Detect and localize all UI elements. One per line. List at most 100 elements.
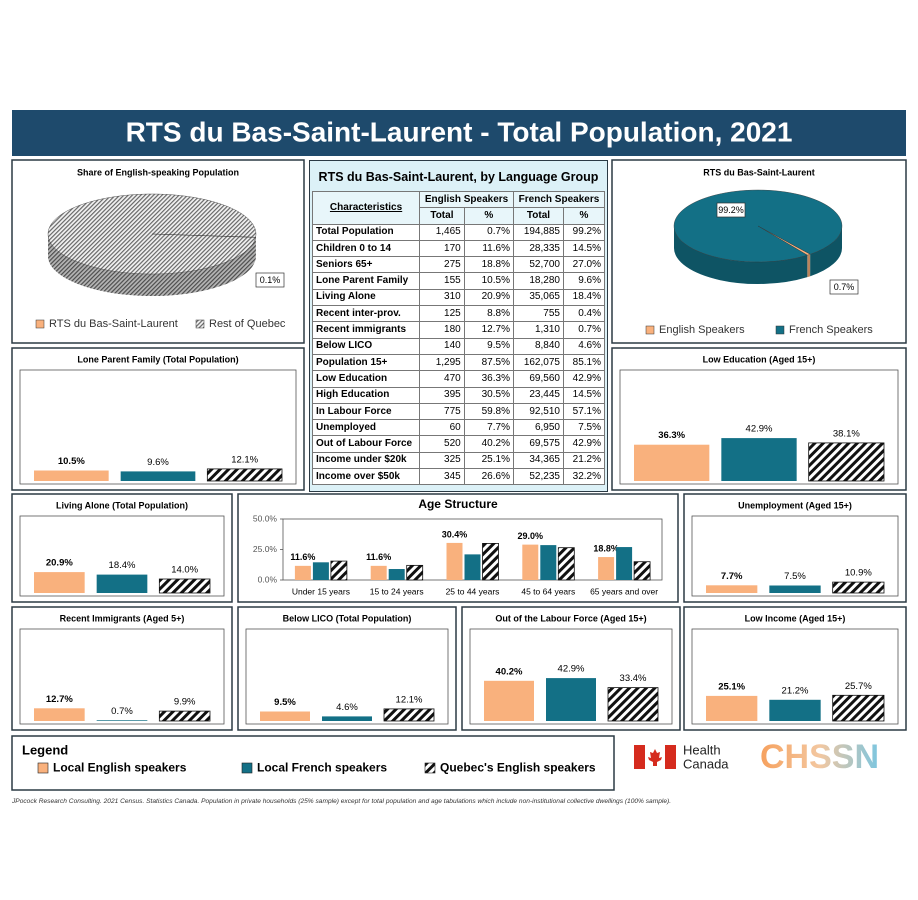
table-row: Income under $20k 325 25.1% 34,365 21.2%	[311, 451, 606, 470]
data-label: 30.4%	[442, 529, 468, 539]
cell: 1,295	[419, 353, 465, 372]
bar	[769, 699, 821, 721]
row-label: Recent immigrants	[311, 321, 421, 339]
cell: 30.5%	[463, 386, 514, 404]
bar	[557, 547, 575, 581]
data-label: 25.7%	[845, 681, 872, 692]
bar	[446, 542, 463, 580]
header-cell: French Speakers	[512, 190, 606, 209]
cell: 275	[419, 256, 465, 274]
table-row: Children 0 to 14 170 11.6% 28,335 14.5%	[311, 239, 606, 258]
data-label: 38.1%	[833, 428, 860, 439]
y-tick-label: 25.0%	[253, 544, 278, 554]
x-tick-label: 45 to 64 years	[521, 586, 575, 596]
cell: 52,700	[512, 256, 564, 274]
data-label: 9.9%	[174, 697, 196, 708]
bar	[96, 720, 148, 721]
table-row: Out of Labour Force 520 40.2% 69,575 42.9%	[311, 435, 606, 453]
chart-title: Low Education (Aged 15+)	[703, 354, 816, 364]
cell: 28,335	[512, 239, 564, 258]
cell: 1,465	[419, 223, 465, 241]
row-label: Recent inter-prov.	[311, 305, 421, 323]
bar	[406, 564, 424, 581]
data-label: 18.8%	[593, 543, 619, 553]
cell: 140	[419, 337, 465, 355]
bar	[158, 578, 211, 594]
cell: 0.7%	[463, 223, 514, 241]
label-box	[255, 272, 285, 288]
data-label: 11.6%	[366, 552, 391, 562]
logo-text: Canada	[683, 756, 729, 771]
y-tick-label: 0.0%	[258, 574, 278, 584]
legend-title: Legend	[22, 742, 68, 757]
cell: 395	[419, 386, 465, 404]
bar	[294, 565, 311, 580]
label-box	[716, 202, 746, 218]
header-cell: Characteristics	[311, 191, 421, 225]
cell: 4.6%	[562, 337, 606, 355]
row-label: Lone Parent Family	[311, 272, 421, 290]
cell: 21.2%	[562, 451, 606, 470]
cell: 11.6%	[463, 239, 514, 258]
row-label: Low Education	[311, 370, 421, 388]
canada-flag	[634, 745, 676, 769]
data-label: 12.1%	[231, 454, 258, 465]
data-label: 42.9%	[746, 424, 773, 435]
data-label: 11.6%	[290, 552, 315, 562]
bar	[120, 471, 196, 481]
cell: 60	[419, 419, 465, 437]
cell: 9.5%	[463, 337, 514, 355]
chart-title: Recent Immigrants (Aged 5+)	[60, 613, 185, 623]
data-label: 12.1%	[396, 694, 423, 705]
table-row: High Education 395 30.5% 23,445 14.5%	[311, 386, 606, 404]
data-label: 0.7%	[834, 282, 855, 292]
data-label: 9.5%	[274, 697, 296, 708]
chart-title: Low Income (Aged 15+)	[745, 613, 846, 623]
bar	[540, 545, 557, 580]
chart-title: RTS du Bas-Saint-Laurent	[703, 167, 815, 177]
bar	[769, 585, 821, 593]
cell: 180	[419, 321, 465, 339]
row-label: Total Population	[311, 223, 421, 241]
row-label: Below LICO	[311, 337, 421, 355]
cell: 40.2%	[463, 435, 514, 453]
data-label: 14.0%	[171, 565, 198, 576]
row-label: Living Alone	[311, 288, 421, 307]
cell: 87.5%	[463, 353, 514, 372]
cell: 7.7%	[463, 419, 514, 437]
bar	[312, 562, 329, 580]
data-label: 36.3%	[658, 430, 685, 441]
legend-swatch	[195, 319, 205, 329]
row-label: Out of Labour Force	[311, 435, 421, 453]
bar	[96, 574, 148, 593]
legend-label: RTS du Bas-Saint-Laurent	[49, 318, 178, 330]
bar	[546, 678, 596, 721]
pie-side-shade	[810, 226, 842, 277]
bar	[388, 569, 405, 580]
bar	[616, 547, 633, 580]
pie-side	[48, 234, 256, 296]
row-label: High Education	[311, 386, 421, 404]
cell: 520	[419, 435, 465, 453]
data-label: 18.4%	[109, 560, 136, 571]
cell: 69,575	[512, 435, 564, 453]
data-label: 99.2%	[718, 205, 744, 215]
bar	[706, 585, 758, 593]
cell: 26.6%	[463, 468, 514, 486]
table-title: RTS du Bas-Saint-Laurent, by Language Gr…	[318, 170, 599, 184]
table-row: Recent immigrants 180 12.7% 1,310 0.7%	[311, 321, 606, 339]
legend-label: Quebec's English speakers	[440, 761, 596, 775]
data-label: 7.5%	[784, 571, 806, 582]
cell: 6,950	[512, 419, 564, 437]
cell: 42.9%	[562, 435, 606, 453]
bar	[206, 468, 283, 482]
chart-title: Age Structure	[418, 497, 498, 511]
cell: 9.6%	[562, 272, 606, 290]
row-label: Population 15+	[311, 353, 421, 372]
bar	[607, 687, 659, 722]
data-label: 4.6%	[336, 702, 358, 713]
legend-label: Local English speakers	[53, 761, 187, 775]
cell: 52,235	[512, 468, 564, 486]
